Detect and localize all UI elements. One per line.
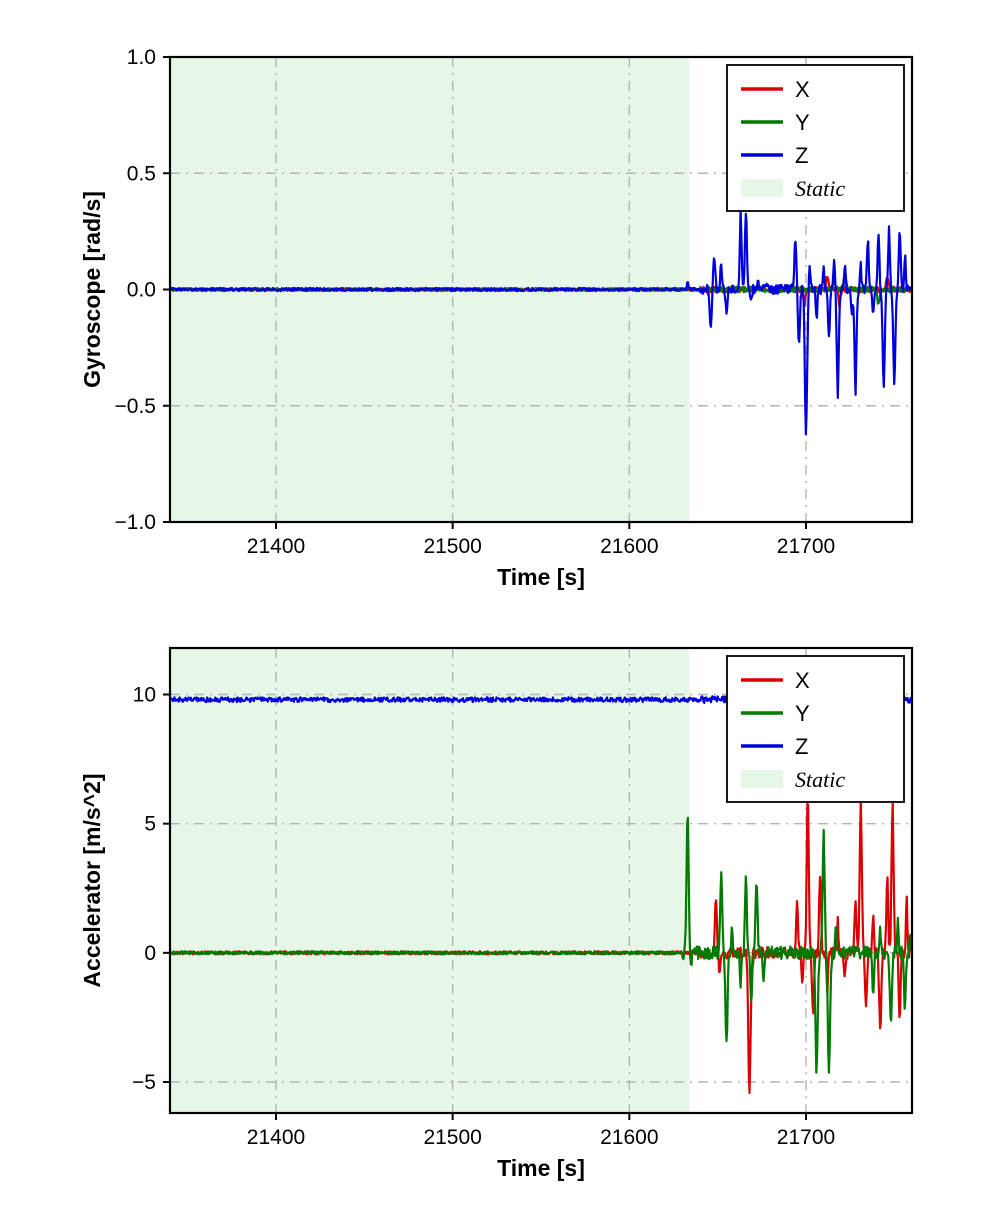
series-Y: [169, 816, 914, 1074]
legend-swatch-static: [741, 770, 783, 788]
tick-marks: [163, 56, 807, 529]
legend-label: X: [795, 77, 810, 102]
legend: XYZ Static: [726, 655, 905, 803]
svg-text:0.0: 0.0: [127, 279, 156, 302]
tick-labels: 21400 21500 21600 21700 −5 0 5 10: [132, 684, 835, 1150]
svg-text:21600: 21600: [600, 535, 658, 558]
y-axis-label: Accelerator [m/s^2]: [79, 773, 105, 987]
svg-text:21700: 21700: [777, 1126, 835, 1149]
svg-text:21600: 21600: [600, 1126, 658, 1149]
tick-labels: 21400 21500 21600 21700 −1.0 −0.5 0.0 0.5 1.0: [115, 46, 836, 558]
legend-swatch-static: [741, 179, 783, 197]
legend-label: Y: [795, 110, 810, 135]
y-axis-label: Gyroscope [rad/s]: [79, 191, 105, 388]
svg-text:21500: 21500: [423, 535, 481, 558]
x-axis-label: Time [s]: [497, 1155, 585, 1181]
accelerator-chart: 21400 21500 21600 21700 −5 0 5 10 Time [s] Accele…: [79, 646, 914, 1181]
svg-text:21700: 21700: [777, 535, 835, 558]
svg-text:5: 5: [144, 813, 156, 836]
svg-text:1.0: 1.0: [127, 46, 156, 69]
legend-label: Z: [795, 143, 808, 168]
svg-text:21400: 21400: [247, 535, 305, 558]
gyroscope-chart: 21400 21500 21600 21700 −1.0 −0.5 0.0 0.5 1.0 Tim…: [79, 46, 914, 590]
tick-marks: [163, 693, 807, 1120]
svg-text:21400: 21400: [247, 1126, 305, 1149]
svg-text:0: 0: [144, 942, 156, 965]
svg-text:−0.5: −0.5: [115, 395, 156, 418]
legend-label: Static: [795, 767, 845, 792]
legend-label: Y: [795, 701, 810, 726]
svg-text:−1.0: −1.0: [115, 511, 156, 534]
static-region: [170, 648, 690, 1113]
legend: XYZ Static: [726, 64, 905, 212]
legend-label: Static: [795, 176, 845, 201]
legend-label: X: [795, 668, 810, 693]
svg-text:0.5: 0.5: [127, 162, 156, 185]
legend-label: Z: [795, 734, 808, 759]
series-Z: [168, 208, 913, 436]
x-axis-label: Time [s]: [497, 564, 585, 590]
axes-frame: [168, 646, 914, 1115]
svg-text:10: 10: [133, 684, 156, 707]
svg-text:−5: −5: [132, 1071, 156, 1094]
svg-text:21500: 21500: [423, 1126, 481, 1149]
